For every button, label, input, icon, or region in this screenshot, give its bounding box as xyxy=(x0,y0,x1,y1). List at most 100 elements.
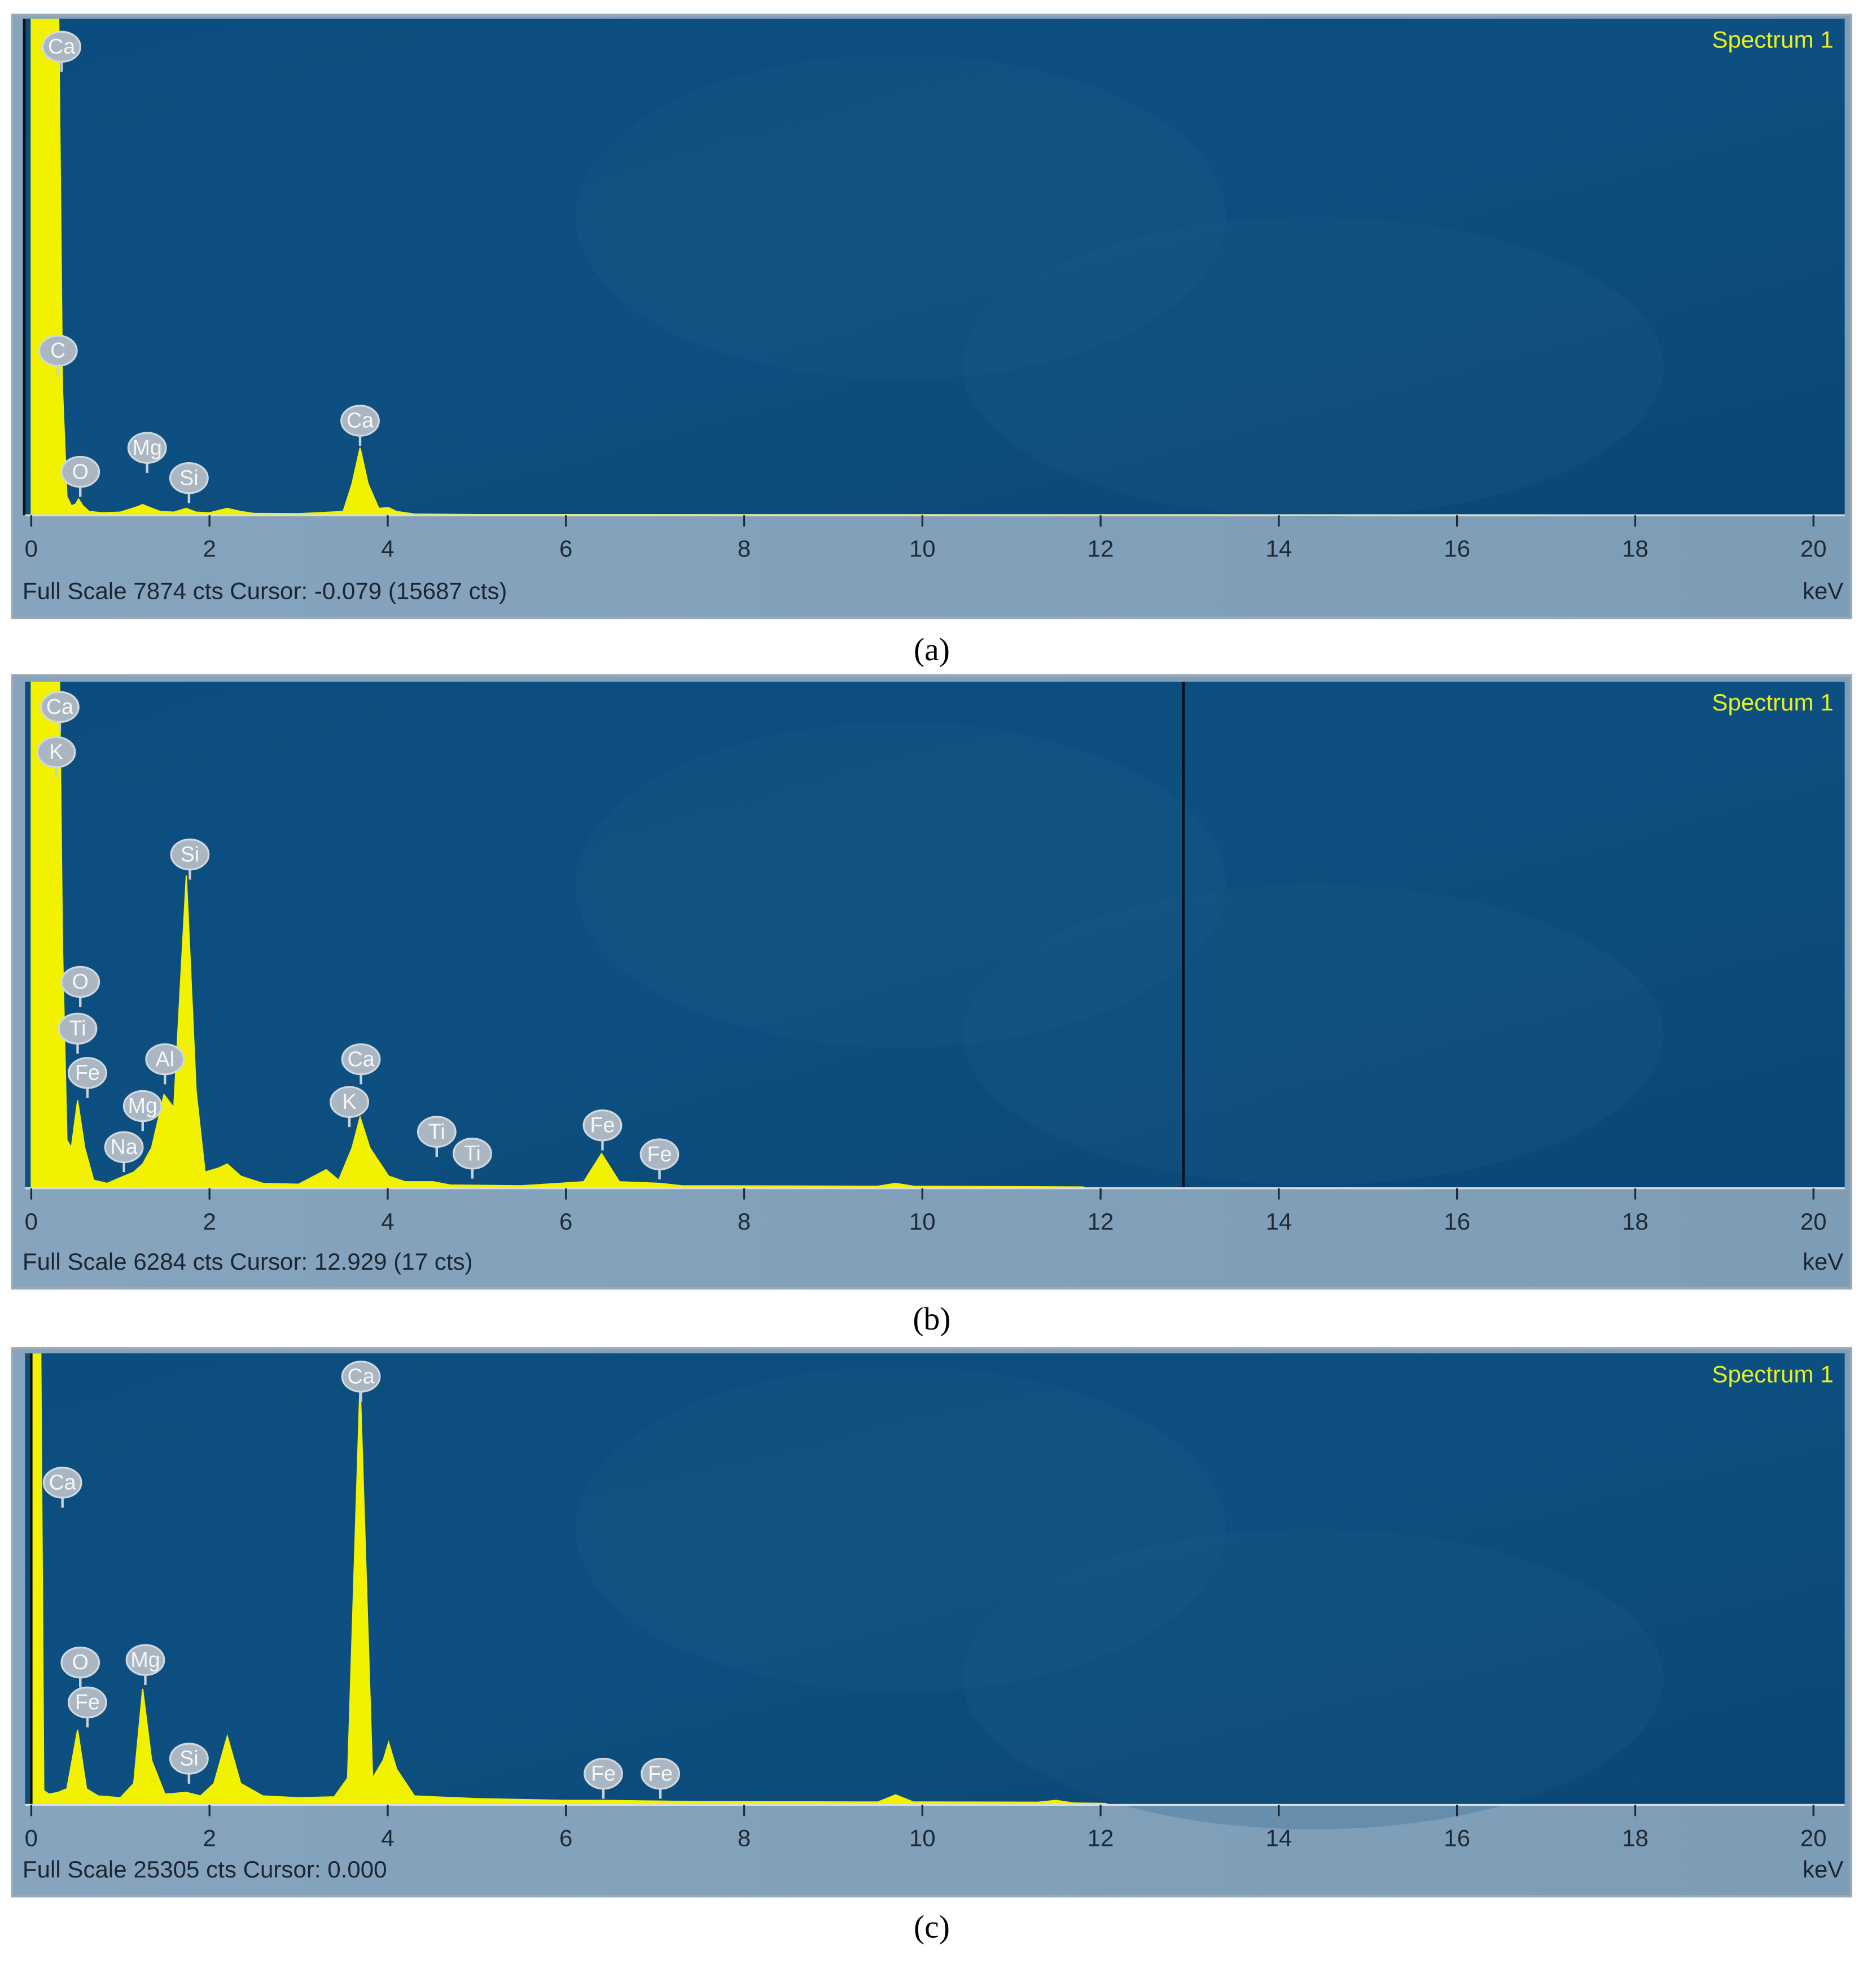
peak-label: Fe xyxy=(591,1761,616,1785)
background-shade xyxy=(963,885,1664,1186)
plot-area xyxy=(25,1353,1845,1805)
peak-label-bubble xyxy=(641,1757,681,1790)
peak-label: Ca xyxy=(348,1047,375,1070)
peak-label-bubble xyxy=(60,455,100,488)
x-tick-label: 12 xyxy=(1088,1825,1114,1851)
x-tick-label: 0 xyxy=(25,1208,38,1235)
peak-label-bubble xyxy=(42,30,81,63)
x-tick-label: 8 xyxy=(738,1208,751,1235)
peak-label-bubble xyxy=(60,966,100,998)
peak-label-bubble xyxy=(330,1086,369,1118)
status-text: Full Scale 25305 cts Cursor: 0.000 xyxy=(23,1856,387,1883)
x-tick-label: 20 xyxy=(1800,535,1827,561)
peak-label: Fe xyxy=(75,1690,100,1714)
x-axis-label: keV xyxy=(1803,1856,1844,1883)
background-shade xyxy=(963,1529,1664,1829)
x-tick-label: 6 xyxy=(559,1825,572,1851)
x-tick-label: 18 xyxy=(1622,535,1649,561)
peak-label: K xyxy=(49,740,63,764)
peak-label: O xyxy=(72,459,89,483)
peak-label-bubble xyxy=(58,1012,98,1045)
x-tick-label: 2 xyxy=(203,1825,216,1851)
x-tick-label: 20 xyxy=(1800,1825,1827,1851)
status-text: Full Scale 6284 cts Cursor: 12.929 (17 c… xyxy=(23,1248,473,1275)
peak-label-bubble xyxy=(42,1467,82,1499)
peak-label-bubble xyxy=(38,335,78,367)
x-tick-label: 18 xyxy=(1622,1208,1649,1235)
peak-label: K xyxy=(343,1090,357,1113)
peak-label-bubble xyxy=(122,1090,163,1122)
x-tick-label: 6 xyxy=(559,1208,572,1235)
x-tick-label: 12 xyxy=(1088,1208,1114,1235)
spectrum-title: Spectrum 1 xyxy=(1712,689,1833,716)
caption: (c) xyxy=(914,1909,950,1945)
peak-label: Ti xyxy=(428,1120,445,1143)
peak-label: Si xyxy=(181,842,199,866)
peak-label: Ti xyxy=(464,1141,481,1165)
peak-label: O xyxy=(72,1650,89,1674)
x-tick-label: 2 xyxy=(203,1208,216,1235)
x-tick-label: 12 xyxy=(1088,535,1114,561)
x-tick-label: 16 xyxy=(1444,1208,1470,1235)
spectrum-panel: 0 2 4 6 8 10 12 14 16 18 20 Spectrum 1 Full Scale 62… xyxy=(11,674,1852,1290)
peak-label: Al xyxy=(155,1047,174,1070)
x-tick-label: 10 xyxy=(909,1208,936,1235)
peak-label-bubble xyxy=(639,1138,680,1170)
x-tick-label: 0 xyxy=(25,1825,38,1851)
x-tick-label: 18 xyxy=(1622,1825,1649,1851)
peak-label: Ca xyxy=(46,695,73,718)
peak-label: Na xyxy=(111,1135,138,1159)
x-tick-label: 4 xyxy=(381,1825,394,1851)
x-tick-label: 20 xyxy=(1800,1208,1827,1235)
peak-label: Ca xyxy=(49,1471,76,1494)
x-tick-label: 10 xyxy=(909,535,936,561)
background-shade xyxy=(575,54,1226,380)
peak-label-bubble xyxy=(67,1057,107,1089)
peak-label-bubble xyxy=(453,1137,492,1170)
x-axis-label: keV xyxy=(1803,578,1844,604)
peak-label: C xyxy=(50,339,65,362)
spectrum-panel: 0 2 4 6 8 10 12 14 16 18 20 Spectrum 1 Full Scale 78… xyxy=(11,14,1852,620)
peak-label-bubble xyxy=(36,736,76,769)
peak-label-bubble xyxy=(40,691,80,723)
x-tick-label: 2 xyxy=(203,535,216,561)
x-tick-label: 16 xyxy=(1444,535,1470,561)
x-tick-label: 8 xyxy=(738,535,751,561)
peak-label-bubble xyxy=(584,1757,623,1790)
peak-label-bubble xyxy=(170,839,210,871)
x-tick-label: 14 xyxy=(1265,1825,1292,1851)
x-tick-label: 4 xyxy=(381,1208,394,1235)
caption: (a) xyxy=(914,632,950,668)
peak-label: O xyxy=(72,969,89,993)
peak-label-bubble xyxy=(582,1109,623,1142)
spectrum-title: Spectrum 1 xyxy=(1712,1361,1833,1387)
peak-label-bubble xyxy=(341,1043,381,1076)
peak-label: Mg xyxy=(133,436,162,459)
peak-label-bubble xyxy=(341,1361,381,1393)
plot-area xyxy=(25,19,1845,516)
status-text: Full Scale 7874 cts Cursor: -0.079 (1568… xyxy=(23,578,507,604)
peak-label: Fe xyxy=(75,1061,100,1085)
x-tick-label: 14 xyxy=(1265,535,1292,561)
spectrum-area xyxy=(30,1353,1814,1805)
peak-label: Fe xyxy=(590,1113,615,1137)
peak-label: Ti xyxy=(69,1016,86,1040)
peak-label: Mg xyxy=(128,1094,157,1117)
background-shade xyxy=(963,217,1664,517)
x-tick-label: 4 xyxy=(381,535,394,561)
peak-label: Si xyxy=(179,466,198,489)
peak-label-bubble xyxy=(60,1646,100,1679)
peak-label-bubble xyxy=(169,1743,209,1775)
peak-label-bubble xyxy=(125,1644,165,1676)
peak-label: Ca xyxy=(348,1364,375,1388)
peak-label-bubble xyxy=(340,405,380,437)
x-axis-label: keV xyxy=(1803,1248,1844,1275)
x-tick-label: 8 xyxy=(738,1825,751,1851)
peak-label: Fe xyxy=(648,1761,673,1785)
peak-label-bubble xyxy=(145,1043,185,1076)
peak-label-bubble xyxy=(67,1686,107,1719)
peak-label-bubble xyxy=(127,432,167,464)
spectrum-panel: 0 2 4 6 8 10 12 14 16 18 20 Spectrum 1 Full Scale 25… xyxy=(11,1347,1852,1898)
x-tick-label: 10 xyxy=(909,1825,936,1851)
